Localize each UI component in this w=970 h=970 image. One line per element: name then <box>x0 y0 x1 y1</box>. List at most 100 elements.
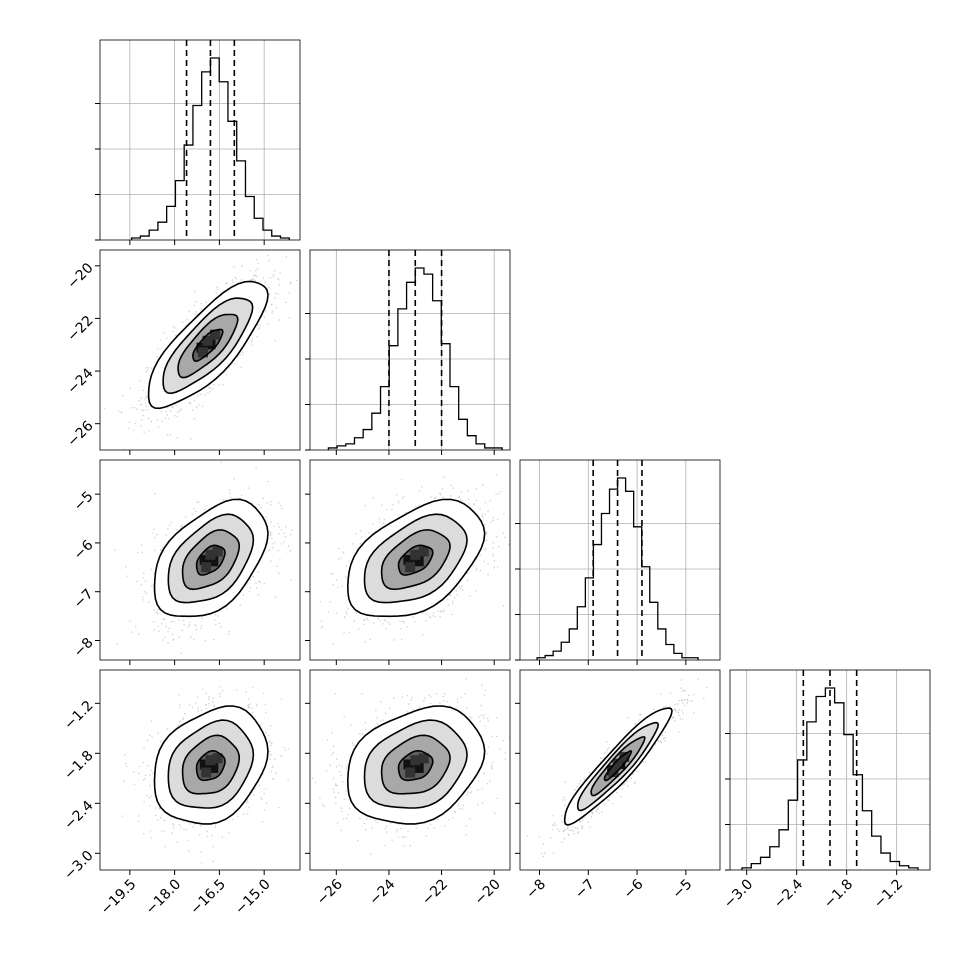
density-core <box>208 556 219 567</box>
contour-line-2 <box>177 313 239 379</box>
panel-background <box>520 460 720 660</box>
contour-line-3 <box>195 749 226 782</box>
panel-frame <box>309 249 511 451</box>
y-tick-label: −3.0 <box>61 848 96 883</box>
contour-line-1 <box>162 297 254 395</box>
panel-frame <box>99 669 301 871</box>
contour-line-0 <box>346 705 486 825</box>
histogram-panel-3 <box>725 669 931 875</box>
density-core <box>197 347 208 358</box>
density-core <box>205 549 216 560</box>
contour-line-0 <box>153 705 269 825</box>
y-tick-label: −5 <box>71 488 97 514</box>
scatter-panel-3-1 <box>305 669 511 875</box>
contour-line-3 <box>397 749 434 782</box>
density-core <box>418 546 429 557</box>
panel-frame <box>99 459 301 661</box>
panel-content <box>526 678 708 858</box>
contour-line-2 <box>181 734 241 795</box>
y-tick-label: −26 <box>64 418 96 450</box>
y-tick-label: −22 <box>64 313 96 345</box>
contour-line-3 <box>195 544 226 576</box>
panel-background <box>100 40 300 240</box>
density-core <box>199 555 210 566</box>
y-tick-label: −6 <box>71 537 97 563</box>
density-core <box>413 762 424 773</box>
panel-frame <box>519 669 721 871</box>
density-core <box>405 767 416 778</box>
density-core <box>202 335 213 346</box>
histogram-panel-2 <box>515 459 721 665</box>
y-tick-label: −2.4 <box>61 798 96 833</box>
contour-line-0 <box>563 707 673 826</box>
panel-content <box>114 461 293 654</box>
density-core <box>403 759 414 770</box>
contour-line-0 <box>147 280 269 410</box>
panel-content <box>311 678 510 855</box>
contour-line-3 <box>397 544 434 576</box>
x-tick-label: −24 <box>366 876 398 908</box>
x-tick-label: −1.8 <box>821 876 856 911</box>
density-core <box>418 753 429 764</box>
x-tick-label: −8 <box>523 876 549 902</box>
x-tick-label: −1.2 <box>871 876 906 911</box>
x-tick-label: −18.0 <box>143 876 185 918</box>
contour-line-1 <box>167 513 255 604</box>
contour-line-2 <box>380 529 451 591</box>
panel-frame <box>309 459 511 661</box>
density-core <box>212 753 223 764</box>
contour-line-0 <box>153 498 269 618</box>
panel-content <box>319 474 510 660</box>
histogram-panel-1 <box>305 249 511 455</box>
panel-frame <box>519 459 721 661</box>
y-tick-label: −1.2 <box>61 698 96 733</box>
panel-content <box>103 254 298 450</box>
density-core <box>608 767 619 778</box>
scatter-panel-2-0 <box>95 459 301 665</box>
panel-background <box>310 250 510 450</box>
x-tick-label: −22 <box>419 876 451 908</box>
contour-line-3 <box>191 328 224 363</box>
histogram-step-2 <box>536 477 699 660</box>
x-tick-label: −19.5 <box>98 876 140 918</box>
density-core <box>212 546 223 557</box>
density-core <box>410 549 421 560</box>
x-tick-label: −16.5 <box>187 876 229 918</box>
contour-line-1 <box>363 719 468 809</box>
scatter-panel-3-2 <box>515 669 721 875</box>
density-core <box>201 767 212 778</box>
scatter-panel-1-0 <box>95 249 301 455</box>
x-tick-label: −20 <box>472 876 504 908</box>
histogram-step-3 <box>741 687 919 870</box>
y-tick-label: −1.8 <box>61 748 96 783</box>
x-tick-label: −7 <box>572 876 598 902</box>
x-tick-label: −5 <box>670 876 696 902</box>
panel-frame <box>99 39 301 241</box>
contour-line-1 <box>363 513 468 604</box>
x-tick-label: −2.4 <box>771 876 806 911</box>
panel-content <box>121 686 290 864</box>
contour-line-2 <box>590 735 646 797</box>
histogram-panel-0 <box>95 39 301 245</box>
density-core <box>205 755 216 766</box>
density-core <box>209 329 220 340</box>
density-core <box>612 758 623 769</box>
contour-line-3 <box>603 750 633 782</box>
x-tick-label: −6 <box>621 876 647 902</box>
density-core <box>413 556 424 567</box>
y-tick-label: −20 <box>64 260 96 292</box>
density-core <box>405 562 416 573</box>
contour-line-1 <box>167 719 255 809</box>
x-tick-label: −3.0 <box>721 876 756 911</box>
y-tick-label: −24 <box>64 365 96 397</box>
panel-frame <box>309 669 511 871</box>
panel-frame <box>729 669 931 871</box>
contour-line-0 <box>346 498 486 618</box>
panel-frame <box>99 249 301 451</box>
density-core <box>199 759 210 770</box>
y-tick-label: −8 <box>71 635 97 661</box>
density-core <box>201 562 212 573</box>
y-tick-label: −7 <box>71 586 97 612</box>
contour-line-2 <box>181 529 241 591</box>
